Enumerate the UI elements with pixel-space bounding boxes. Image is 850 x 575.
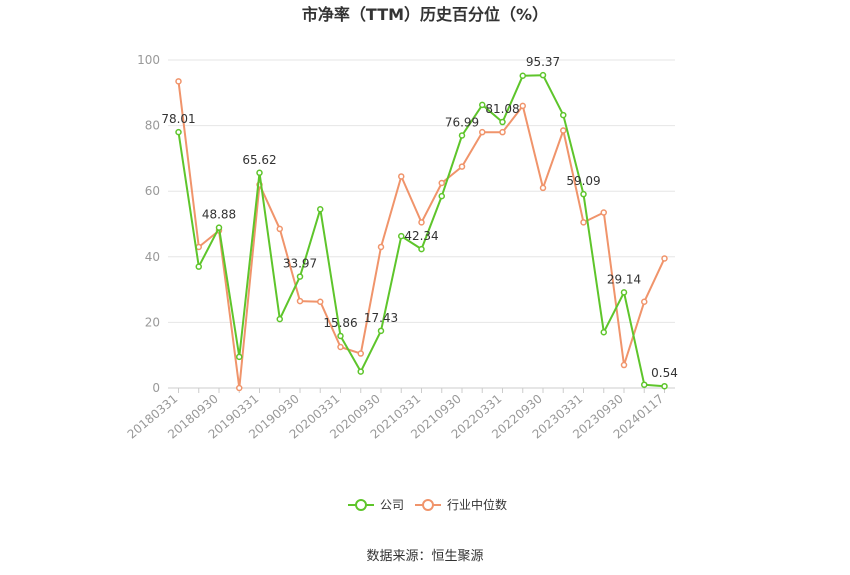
data-label: 0.54 bbox=[651, 366, 678, 380]
data-point bbox=[236, 384, 243, 392]
data-point bbox=[458, 163, 466, 170]
series-industry-median bbox=[175, 78, 668, 392]
data-point bbox=[560, 127, 567, 134]
data-point bbox=[317, 205, 324, 213]
data-label: 29.14 bbox=[607, 272, 641, 286]
data-label: 42.34 bbox=[404, 229, 438, 243]
legend-item-company[interactable]: 公司 bbox=[348, 498, 404, 512]
y-tick-label: 0 bbox=[152, 381, 160, 395]
data-point bbox=[661, 382, 668, 390]
data-point bbox=[296, 273, 304, 280]
legend-item-industry-median[interactable]: 行业中位数 bbox=[415, 497, 507, 512]
data-point bbox=[539, 184, 547, 192]
x-axis: 2018033120180930201903312019093020200331… bbox=[125, 387, 675, 442]
data-point bbox=[438, 179, 445, 187]
data-point bbox=[499, 128, 506, 136]
data-point bbox=[317, 298, 324, 305]
data-point bbox=[580, 219, 587, 226]
data-point bbox=[479, 101, 486, 109]
data-label: 81.08 bbox=[485, 102, 519, 116]
data-point bbox=[377, 327, 385, 335]
y-tick-label: 80 bbox=[145, 119, 160, 133]
data-label: 78.01 bbox=[161, 112, 195, 126]
gridlines bbox=[168, 59, 675, 323]
legend-label: 公司 bbox=[380, 498, 404, 512]
data-point bbox=[600, 209, 607, 216]
y-tick-label: 60 bbox=[145, 184, 160, 198]
data-label: 17.43 bbox=[364, 311, 398, 325]
data-point bbox=[195, 263, 202, 270]
data-point bbox=[357, 368, 364, 375]
data-point bbox=[398, 232, 405, 240]
legend-marker bbox=[355, 499, 367, 511]
data-label: 59.09 bbox=[566, 174, 600, 188]
data-point bbox=[215, 224, 223, 231]
data-point bbox=[296, 297, 304, 305]
data-point bbox=[539, 71, 547, 79]
data-point bbox=[560, 111, 567, 119]
data-label: 15.86 bbox=[323, 316, 357, 330]
series-group bbox=[175, 71, 668, 392]
data-point bbox=[479, 128, 486, 136]
data-point bbox=[337, 332, 344, 340]
data-point bbox=[398, 173, 405, 180]
data-point bbox=[236, 353, 243, 361]
y-axis: 0 20 40 60 80 100 bbox=[137, 53, 160, 395]
data-point bbox=[458, 132, 466, 139]
data-point bbox=[377, 243, 385, 251]
data-point bbox=[175, 128, 182, 136]
data-label: 48.88 bbox=[202, 208, 236, 222]
y-tick-label: 20 bbox=[145, 315, 160, 329]
data-label: 65.62 bbox=[242, 153, 276, 167]
data-point bbox=[175, 78, 182, 85]
data-label: 33.97 bbox=[283, 257, 317, 271]
data-label: 76.99 bbox=[445, 115, 479, 129]
data-point bbox=[256, 169, 263, 177]
data-point bbox=[357, 350, 364, 357]
data-point bbox=[418, 245, 425, 253]
data-point bbox=[661, 255, 668, 262]
data-point bbox=[276, 315, 283, 323]
y-tick-label: 40 bbox=[145, 250, 160, 264]
data-point bbox=[641, 298, 648, 305]
y-tick-label: 100 bbox=[137, 53, 160, 67]
chart-title: 市净率（TTM）历史百分位（%） bbox=[302, 5, 548, 24]
data-point bbox=[580, 190, 587, 198]
data-point bbox=[641, 381, 648, 388]
data-point bbox=[499, 118, 506, 126]
data-point bbox=[337, 343, 344, 351]
data-point bbox=[620, 289, 628, 296]
data-point bbox=[620, 361, 628, 369]
data-labels: 78.01 48.88 65.62 33.97 15.86 17.43 42.34 76.99… bbox=[161, 55, 678, 380]
data-point bbox=[600, 328, 607, 336]
data-label: 95.37 bbox=[526, 55, 560, 69]
source-text: 数据来源：恒生聚源 bbox=[366, 549, 483, 564]
data-point bbox=[519, 102, 526, 110]
legend[interactable]: 公司 行业中位数 bbox=[348, 497, 507, 512]
data-point bbox=[438, 192, 445, 200]
data-point bbox=[276, 225, 283, 233]
data-point bbox=[519, 72, 526, 79]
data-point bbox=[418, 219, 425, 226]
series-company bbox=[175, 71, 668, 390]
legend-label: 行业中位数 bbox=[447, 497, 507, 512]
legend-marker bbox=[422, 499, 434, 511]
